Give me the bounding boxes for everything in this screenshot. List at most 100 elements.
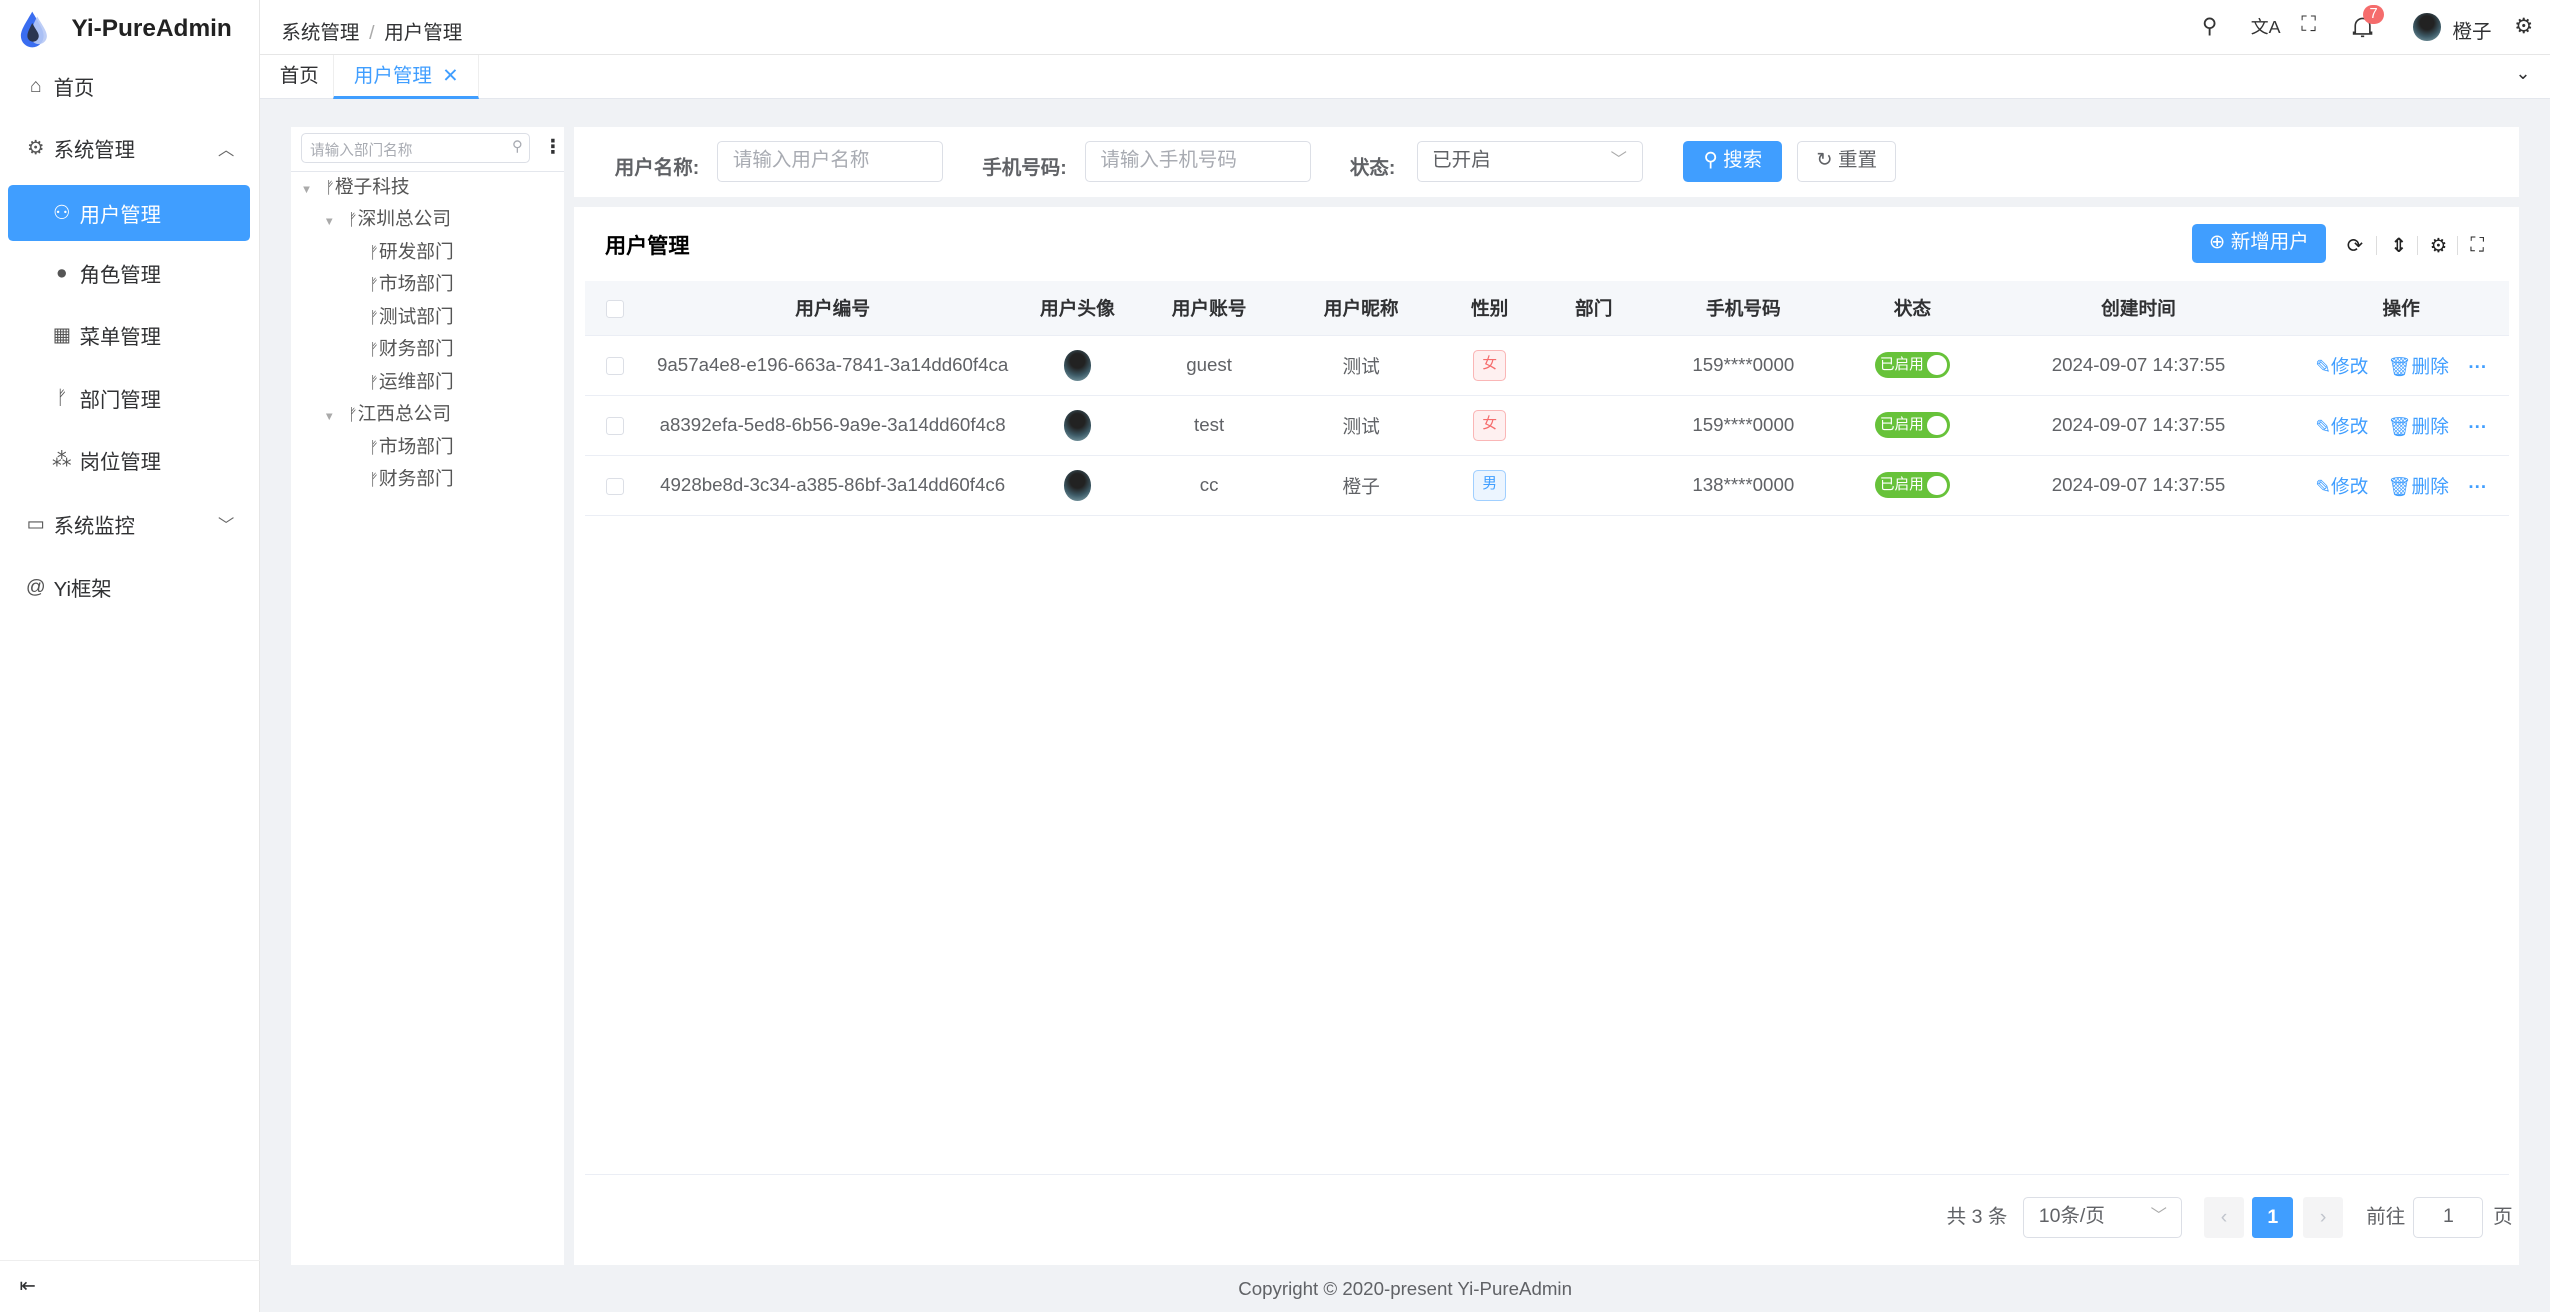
delete-button[interactable]: 🗑︎删除	[2388, 476, 2449, 497]
delete-button[interactable]: 🗑︎删除	[2388, 416, 2449, 437]
sidebar-item-posts[interactable]: ⁂ 岗位管理	[0, 433, 260, 488]
sidebar-item-menus[interactable]: ▦ 菜单管理	[0, 307, 260, 362]
tree-node[interactable]: ▼ ᚠ深圳总公司	[291, 203, 451, 236]
status-label: 状态:	[1349, 157, 1396, 180]
page-size-select[interactable]: 10条/页 ﹀	[2023, 1196, 2183, 1238]
tree-node[interactable]: ᚠ财务部门	[291, 333, 454, 366]
gender-tag: 女	[1473, 409, 1507, 441]
close-icon[interactable]: ✕	[442, 65, 459, 88]
select-value: 已开启	[1432, 149, 1491, 172]
next-page-button[interactable]: ›	[2302, 1196, 2344, 1238]
search-button[interactable]: ⚲ 搜索	[1683, 141, 1783, 183]
caret-down-icon[interactable]: ▼	[300, 183, 313, 196]
edit-button[interactable]: ✎修改	[2315, 416, 2368, 437]
sidebar-item-monitor[interactable]: ▭ 系统监控 ﹀	[0, 496, 260, 551]
tree-node[interactable]: ᚠ财务部门	[291, 463, 454, 496]
edit-button[interactable]: ✎修改	[2315, 476, 2368, 497]
fullscreen-icon[interactable]: ⛶	[2301, 13, 2316, 36]
select-all-checkbox-cell	[585, 281, 644, 336]
breadcrumb-item[interactable]: 系统管理	[281, 22, 360, 45]
avatar-cell	[1021, 335, 1134, 396]
sidebar-item-roles[interactable]: ● 角色管理	[0, 246, 260, 301]
caret-down-icon[interactable]: ▼	[323, 411, 335, 424]
button-label: 删除	[2411, 355, 2449, 377]
user-phone: 159****0000	[1645, 335, 1841, 396]
collapse-sidebar-button[interactable]: ⇤	[0, 1260, 261, 1312]
table-row[interactable]: a8392efa-5ed8-6b56-9a9e-3a14dd60f4c8 tes…	[585, 395, 2510, 456]
trash-icon: 🗑︎	[2387, 475, 2412, 497]
sidebar-item-system[interactable]: ⚙ 系统管理 ︿	[0, 120, 260, 175]
footer-copyright: Copyright © 2020-present Yi-PureAdmin	[1238, 1278, 1572, 1300]
user-role-icon: ●	[55, 261, 68, 284]
status-switch[interactable]: 已启用	[1875, 352, 1950, 379]
row-checkbox[interactable]	[605, 477, 624, 496]
edit-button[interactable]: ✎修改	[2315, 356, 2368, 377]
tree-node-label: 市场部门	[378, 273, 454, 295]
phone-input[interactable]: 请输入手机号码	[1084, 141, 1311, 183]
status-switch[interactable]: 已启用	[1875, 412, 1950, 439]
page-suffix: 页	[2493, 1205, 2513, 1228]
chevron-down-icon[interactable]: ⌄	[2515, 63, 2531, 84]
translate-icon[interactable]: 文A	[2250, 17, 2281, 37]
fullscreen-icon[interactable]: ⛶	[2470, 234, 2484, 257]
gear-icon: ⚙	[27, 136, 45, 159]
more-icon[interactable]: ···	[2468, 415, 2488, 437]
dept-search-input[interactable]: 请输入部门名称 ⚲	[300, 133, 531, 163]
column-header: 手机号码	[1645, 281, 1841, 336]
settings-icon[interactable]: ⚙	[2514, 15, 2534, 38]
user-account: guest	[1133, 335, 1285, 396]
column-settings-icon[interactable]: ⚙	[2429, 235, 2448, 258]
switch-label: 已启用	[1879, 357, 1924, 374]
table-row[interactable]: 9a57a4e8-e196-663a-7841-3a14dd60f4ca gue…	[585, 335, 2510, 396]
select-all-checkbox[interactable]	[605, 300, 624, 318]
username-input[interactable]: 请输入用户名称	[717, 141, 944, 183]
user-avatar[interactable]	[1063, 349, 1092, 381]
refresh-icon[interactable]: ⟳	[2346, 235, 2364, 258]
row-checkbox[interactable]	[605, 357, 624, 376]
page-1-button[interactable]: 1	[2252, 1196, 2294, 1238]
status-cell: 已启用	[1840, 335, 1984, 396]
status-switch[interactable]: 已启用	[1875, 472, 1950, 499]
trash-icon: 🗑︎	[2387, 355, 2412, 377]
tree-node[interactable]: ▼ ᚠ江西总公司	[291, 398, 451, 431]
delete-button[interactable]: 🗑︎删除	[2388, 356, 2449, 377]
more-vertical-icon[interactable]: ⋮	[543, 135, 563, 158]
caret-down-icon[interactable]: ▼	[323, 216, 335, 229]
user-name[interactable]: 橙子	[2452, 20, 2492, 43]
column-header: 部门	[1541, 281, 1646, 336]
button-label: 修改	[2330, 475, 2369, 497]
tree-node[interactable]: ᚠ市场部门	[291, 431, 454, 464]
tree-node[interactable]: ᚠ市场部门	[291, 268, 454, 301]
more-icon[interactable]: ···	[2468, 475, 2488, 497]
tree-node[interactable]: ᚠ运维部门	[291, 366, 454, 399]
user-phone: 138****0000	[1645, 455, 1841, 517]
input-value: 1	[2442, 1204, 2454, 1227]
table-row[interactable]: 4928be8d-3c34-a385-86bf-3a14dd60f4c6 cc …	[585, 455, 2510, 517]
user-avatar[interactable]	[1063, 409, 1092, 441]
column-header: 状态	[1840, 281, 1984, 336]
sidebar-item-home[interactable]: ⌂ 首页	[0, 59, 260, 114]
logo[interactable]: Yi-PureAdmin	[16, 10, 232, 49]
sidebar-item-departments[interactable]: ᚠ 部门管理	[0, 371, 260, 426]
tree-node[interactable]: ▼ ᚠ橙子科技	[291, 171, 410, 204]
sidebar-item-yi-framework[interactable]: @ Yi框架	[0, 559, 260, 614]
add-user-button[interactable]: ⊕ 新增用户	[2192, 224, 2326, 264]
user-avatar[interactable]	[2413, 13, 2442, 41]
tabs-bar: 首页 用户管理 ✕ ⌄	[260, 55, 2550, 100]
tab-user-management[interactable]: 用户管理 ✕	[333, 55, 480, 100]
tree-node[interactable]: ᚠ测试部门	[291, 301, 454, 334]
reset-button[interactable]: ↻ 重置	[1797, 141, 1897, 183]
refresh-icon: ↻	[1816, 149, 1839, 172]
goto-page-input[interactable]: 1	[2413, 1196, 2484, 1238]
more-icon[interactable]: ···	[2468, 355, 2488, 377]
sidebar-item-users[interactable]: ⚇ 用户管理	[8, 185, 251, 241]
search-icon[interactable]: ⚲	[2202, 15, 2218, 38]
tab-home[interactable]: 首页	[260, 55, 338, 99]
tree-node[interactable]: ᚠ研发部门	[291, 236, 454, 269]
status-select[interactable]: 已开启 ﹀	[1416, 141, 1643, 183]
prev-page-button[interactable]: ‹	[2203, 1196, 2245, 1238]
density-icon[interactable]: ⇕	[2390, 235, 2407, 258]
user-avatar[interactable]	[1063, 469, 1092, 501]
row-checkbox[interactable]	[605, 417, 624, 436]
user-table: 用户编号 用户头像 用户账号 用户昵称 性别 部门 手机号码 状态 创建时间 操…	[585, 281, 2510, 517]
